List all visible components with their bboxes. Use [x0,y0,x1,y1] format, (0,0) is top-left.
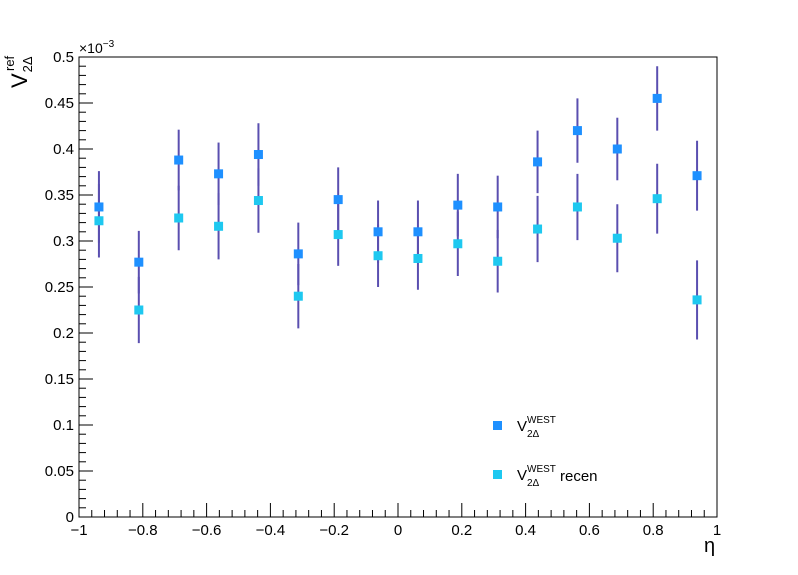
data-point [333,195,343,205]
y-multiplier-base: ×10 [79,40,103,56]
data-point [373,227,383,237]
y-axis-title: V2Δ [7,56,35,88]
data-point [533,224,543,234]
data-point [373,251,383,261]
data-point [333,230,343,240]
markers [94,93,702,315]
data-point [293,291,303,301]
y-tick-label: 0.1 [53,417,74,434]
x-axis-title: η [704,535,715,557]
data-point [533,157,543,167]
legend-label-west-recen-suffix: recen [560,468,598,485]
y-tick-label: 0.45 [45,95,74,112]
data-point [94,202,104,212]
x-tick-label: 0 [394,522,402,539]
data-point [572,202,582,212]
data-point [94,216,104,226]
data-point [692,171,702,181]
data-point [134,305,144,315]
x-tick-label: −0.4 [256,522,286,539]
data-point [293,249,303,259]
data-point [253,150,263,160]
data-point [652,194,662,204]
x-tick-label: −0.8 [128,522,158,539]
data-point [174,213,184,223]
x-tick-label: 0.6 [579,522,600,539]
legend-label-west-recen-sub: 2Δ [527,478,540,489]
data-point [214,221,224,231]
data-point [612,233,622,243]
data-point [612,144,622,154]
data-point [572,126,582,136]
legend-label-west-sup: WEST [527,415,556,426]
y-axis-title-sup: ref [2,55,17,71]
legend-label-west-main: V [517,418,527,435]
x-tick-label: −1 [70,522,87,539]
y-tick-label: 0.35 [45,187,74,204]
data-point [453,239,463,249]
data-point [652,93,662,103]
legend-label-west-recen-main: V [517,467,527,484]
data-point [453,200,463,210]
x-tick-label: 0.2 [451,522,472,539]
x-tick-label: 0.8 [643,522,664,539]
y-tick-label: 0.5 [53,49,74,66]
legend-marker-west-recen [493,470,502,479]
data-point [413,227,423,237]
y-tick-label: 0.4 [53,141,74,158]
data-point [493,202,503,212]
y-multiplier-exp: −3 [103,39,115,50]
y-multiplier: ×10−3 [79,39,115,56]
data-point [253,196,263,206]
data-point [134,257,144,267]
data-point [174,155,184,165]
y-tick-label: 0.25 [45,279,74,296]
data-point [692,295,702,305]
axes [78,56,718,518]
y-tick-label: 0.3 [53,233,74,250]
x-tick-label: 1 [713,522,721,539]
legend: VWEST 2Δ VWEST 2Δ recen [493,415,598,489]
y-axis-title-main: V [7,73,32,88]
legend-label-west: VWEST [517,415,556,435]
x-tick-label: 0.4 [515,522,536,539]
legend-label-west-recen: VWEST [517,464,556,484]
legend-label-west-sub: 2Δ [527,429,540,440]
data-point [493,256,503,266]
y-tick-label: 0 [66,509,74,526]
legend-label-west-recen-sup: WEST [527,464,556,475]
x-tick-label: −0.6 [192,522,222,539]
y-tick-label: 0.05 [45,463,74,480]
legend-marker-west [493,421,502,430]
data-point [214,169,224,179]
y-tick-label: 0.15 [45,371,74,388]
y-tick-label: 0.2 [53,325,74,342]
data-point [413,253,423,263]
y-axis-title-sub: 2Δ [20,56,35,72]
tick-labels: 0 0.05 0.1 0.15 0.2 0.25 0.3 0.35 0.4 0.45 0.5 −1 −0… [45,49,721,539]
x-tick-label: −0.2 [319,522,349,539]
